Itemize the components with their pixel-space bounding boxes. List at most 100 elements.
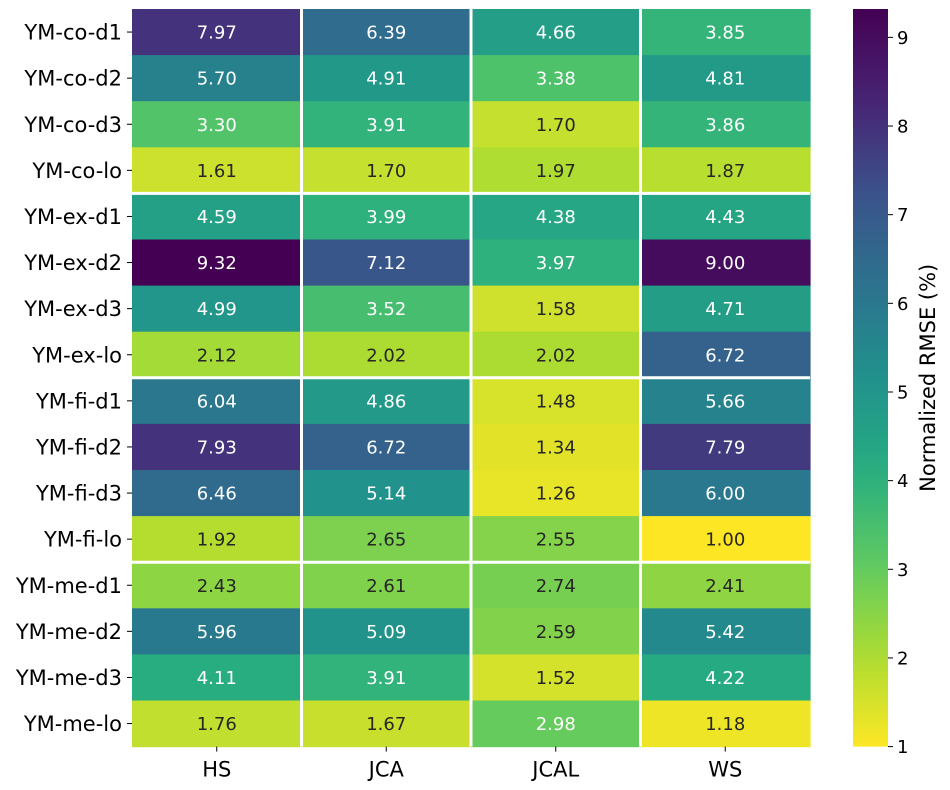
cell-value-label: 5.14 [366,484,406,505]
cell-value-label: 4.38 [536,207,576,228]
cell-value-label: 4.22 [705,668,745,689]
heatmap-cell [640,470,811,517]
row-label: YM-fi-d3 [35,482,122,506]
heatmap-cell [471,9,642,56]
heatmap-cell [132,147,303,194]
heatmap-cell [471,423,642,471]
cell-value-label: 1.61 [197,161,237,182]
heatmap-cell [301,423,472,471]
heatmap-cell [471,101,642,148]
heatmap-cell [132,193,303,241]
row-labels: YM-co-d1 YM-co-d2 YM-co-d3 YM-co-lo YM-ex-d1… [15,21,132,736]
cell-value-label: 1.26 [536,484,576,505]
cell-value-label: 6.46 [197,484,237,505]
heatmap-cell [471,331,642,379]
cell-value-label: 4.59 [197,207,237,228]
colorbar-tick-label: 8 [897,117,908,138]
cell-value-label: 1.48 [536,391,576,412]
heatmap-cell [640,377,811,425]
cell-value-label: 4.86 [366,391,406,412]
cell-value-label: 1.92 [197,530,237,551]
heatmap-cell [132,9,303,56]
cell-value-label: 2.61 [366,576,406,597]
cell-value-label: 7.97 [197,23,237,44]
colorbar-tick-label: 5 [897,382,908,403]
row-label: YM-co-lo [31,159,122,183]
cell-value-label: 2.02 [536,345,576,366]
cell-value-label: 3.99 [366,207,406,228]
column-label: JCA [367,758,405,782]
heatmap-cell [640,423,811,471]
cell-value-label: 1.52 [536,668,576,689]
cell-value-label: 3.97 [536,253,576,274]
heatmap-cell [132,285,303,333]
colorbar-tick-label: 4 [897,471,908,492]
cell-value-label: 2.74 [536,576,576,597]
cell-value-label: 6.04 [197,391,237,412]
colorbar-tick-label: 6 [897,294,908,315]
column-label: HS [202,758,231,782]
heatmap-cell [640,562,811,609]
column-labels: HS JCA JCAL WS [202,746,742,782]
heatmap-cell [640,239,811,287]
cell-value-label: 3.52 [366,299,406,320]
heatmap-cell [640,9,811,56]
heatmap-cell [301,562,472,609]
cell-value-label: 7.12 [366,253,406,274]
colorbar-tick-label: 1 [897,737,908,758]
heatmap-cells: 7.97 6.39 4.66 3.85 5.70 4.91 3.38 4.81 3.30 3.91… [132,9,811,748]
colorbar-tick-label: 3 [897,560,908,581]
cell-value-label: 1.18 [705,714,745,735]
heatmap-cell [471,700,642,748]
cell-value-label: 6.39 [366,23,406,44]
group-separators [132,9,810,747]
heatmap-cell [471,608,642,655]
heatmap-cell [471,239,642,287]
heatmap-cell [301,608,472,655]
cell-value-label: 5.70 [197,69,237,90]
heatmap-cell [301,55,472,102]
row-label: YM-me-d1 [15,574,122,598]
colorbar-gradient [853,9,888,747]
row-label: YM-me-lo [23,712,122,736]
row-label: YM-ex-d3 [23,297,122,321]
cell-value-label: 1.87 [705,161,745,182]
row-label: YM-co-d3 [23,113,122,137]
heatmap-cell [640,700,811,748]
cell-value-label: 4.81 [705,69,745,90]
cell-value-label: 3.86 [705,115,745,136]
cell-value-label: 4.66 [536,23,576,44]
cell-value-label: 5.09 [366,622,406,643]
cell-value-label: 5.42 [705,622,745,643]
cell-value-label: 1.70 [536,115,576,136]
heatmap-cell [301,285,472,333]
cell-value-label: 6.00 [705,484,745,505]
cell-value-label: 3.91 [366,668,406,689]
cell-value-label: 2.02 [366,345,406,366]
cell-value-label: 1.00 [705,530,745,551]
heatmap-cell [132,55,303,102]
heatmap-cell [471,654,642,702]
heatmap-cell [132,423,303,471]
cell-value-label: 2.43 [197,576,237,597]
heatmap-cell [471,562,642,609]
heatmap-cell [132,101,303,148]
cell-value-label: 2.12 [197,345,237,366]
heatmap-cell [132,654,303,702]
cell-value-label: 4.43 [705,207,745,228]
cell-value-label: 9.32 [197,253,237,274]
heatmap-cell [640,147,811,194]
heatmap-cell [640,654,811,702]
heatmap-cell [640,285,811,333]
cell-value-label: 5.96 [197,622,237,643]
row-label: YM-me-d2 [15,620,122,644]
row-label: YM-ex-lo [31,343,122,367]
heatmap-cell [471,285,642,333]
cell-value-label: 4.91 [366,69,406,90]
heatmap-cell [132,239,303,287]
heatmap-cell [640,331,811,379]
row-label: YM-fi-d1 [35,389,122,413]
row-label: YM-co-d1 [23,21,122,45]
cell-value-label: 3.30 [197,115,237,136]
cell-value-label: 3.85 [705,23,745,44]
